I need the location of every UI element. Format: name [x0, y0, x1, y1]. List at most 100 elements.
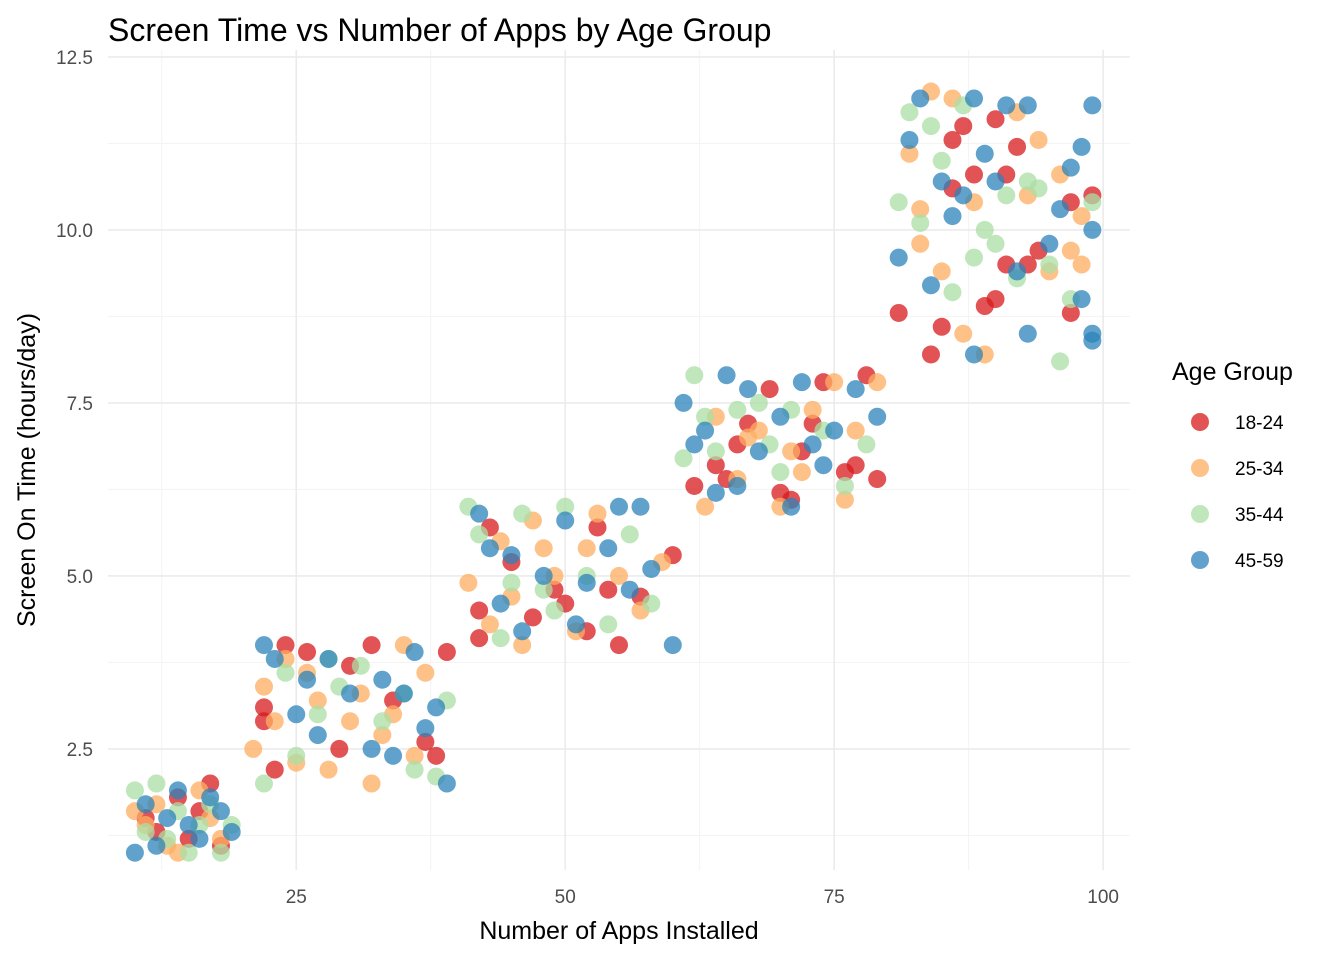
data-point — [480, 539, 499, 558]
data-point — [470, 601, 489, 620]
data-point — [405, 746, 424, 765]
legend-label: 25-34 — [1235, 459, 1284, 480]
data-point — [211, 802, 230, 821]
data-point — [706, 483, 725, 502]
data-point — [470, 629, 489, 648]
data-point — [534, 566, 553, 585]
data-point — [965, 248, 984, 267]
data-point — [1072, 137, 1091, 156]
data-point — [588, 518, 607, 537]
legend-key — [1191, 459, 1209, 477]
data-point — [276, 663, 295, 682]
data-point — [610, 566, 628, 585]
data-point — [975, 144, 994, 163]
legend-label: 35-44 — [1235, 505, 1284, 526]
data-point — [814, 456, 833, 475]
data-point — [416, 732, 435, 751]
data-point — [362, 636, 381, 655]
data-point — [889, 248, 908, 267]
data-point — [749, 442, 768, 461]
data-point — [954, 324, 973, 343]
data-point — [319, 760, 338, 779]
data-point — [610, 636, 628, 655]
data-point — [986, 110, 1005, 129]
data-point — [642, 594, 661, 613]
data-point — [846, 456, 865, 475]
data-point — [717, 366, 736, 385]
data-point — [932, 172, 951, 191]
data-point — [1018, 324, 1037, 343]
data-point — [685, 366, 704, 385]
data-point — [513, 504, 532, 523]
data-point — [513, 636, 532, 655]
data-point — [502, 546, 521, 565]
data-point — [265, 712, 284, 731]
data-point — [986, 290, 1005, 309]
data-point — [265, 649, 284, 668]
data-point — [749, 393, 768, 412]
data-point — [136, 822, 155, 841]
data-point — [868, 470, 887, 489]
data-point — [803, 400, 822, 419]
x-tick-label: 25 — [286, 887, 307, 908]
data-point — [556, 497, 575, 516]
data-point — [179, 816, 198, 835]
data-point — [1040, 255, 1059, 274]
data-point — [437, 643, 456, 662]
data-point — [362, 739, 381, 758]
data-point — [1083, 324, 1102, 343]
data-point — [179, 843, 198, 862]
data-point — [932, 317, 951, 336]
data-point — [125, 843, 144, 862]
data-point — [771, 483, 790, 502]
data-point — [427, 746, 446, 765]
chart-title: Screen Time vs Number of Apps by Age Gro… — [108, 12, 771, 48]
data-point — [739, 380, 758, 399]
data-point — [728, 400, 747, 419]
data-point — [599, 539, 618, 558]
data-point — [1051, 352, 1070, 371]
data-point — [642, 559, 661, 578]
data-point — [341, 684, 360, 703]
data-point — [1083, 220, 1102, 239]
data-point — [825, 421, 844, 440]
data-point — [825, 373, 844, 392]
data-point — [459, 573, 478, 592]
x-axis-title: Number of Apps Installed — [479, 917, 758, 945]
data-point — [674, 449, 693, 468]
data-point — [373, 712, 392, 731]
x-tick-label: 50 — [555, 887, 576, 908]
x-tick-label: 75 — [824, 887, 845, 908]
y-tick-label: 7.5 — [67, 394, 93, 415]
data-point — [792, 373, 811, 392]
data-point — [147, 774, 166, 793]
data-point — [1072, 290, 1091, 309]
y-tick-label: 2.5 — [67, 740, 93, 761]
data-point — [868, 407, 887, 426]
data-point — [685, 476, 704, 495]
data-point — [341, 712, 360, 731]
data-point — [706, 456, 725, 475]
data-point — [599, 615, 618, 634]
data-point — [889, 193, 908, 212]
data-point — [384, 746, 403, 765]
data-point — [470, 504, 489, 523]
data-point — [298, 670, 317, 689]
data-point — [254, 698, 273, 717]
y-axis-title: Screen On Time (hours/day) — [13, 313, 41, 627]
data-point — [857, 435, 876, 454]
data-point — [222, 822, 241, 841]
data-point — [1040, 234, 1059, 253]
data-point — [599, 580, 618, 599]
data-point — [1029, 130, 1048, 149]
data-point — [577, 539, 596, 558]
data-point — [911, 213, 930, 232]
data-point — [954, 117, 973, 136]
data-point — [416, 663, 435, 682]
data-point — [394, 684, 413, 703]
data-point — [298, 643, 317, 662]
data-point — [351, 656, 370, 675]
data-point — [835, 476, 854, 495]
data-point — [900, 144, 919, 163]
y-tick-label: 10.0 — [56, 221, 93, 242]
